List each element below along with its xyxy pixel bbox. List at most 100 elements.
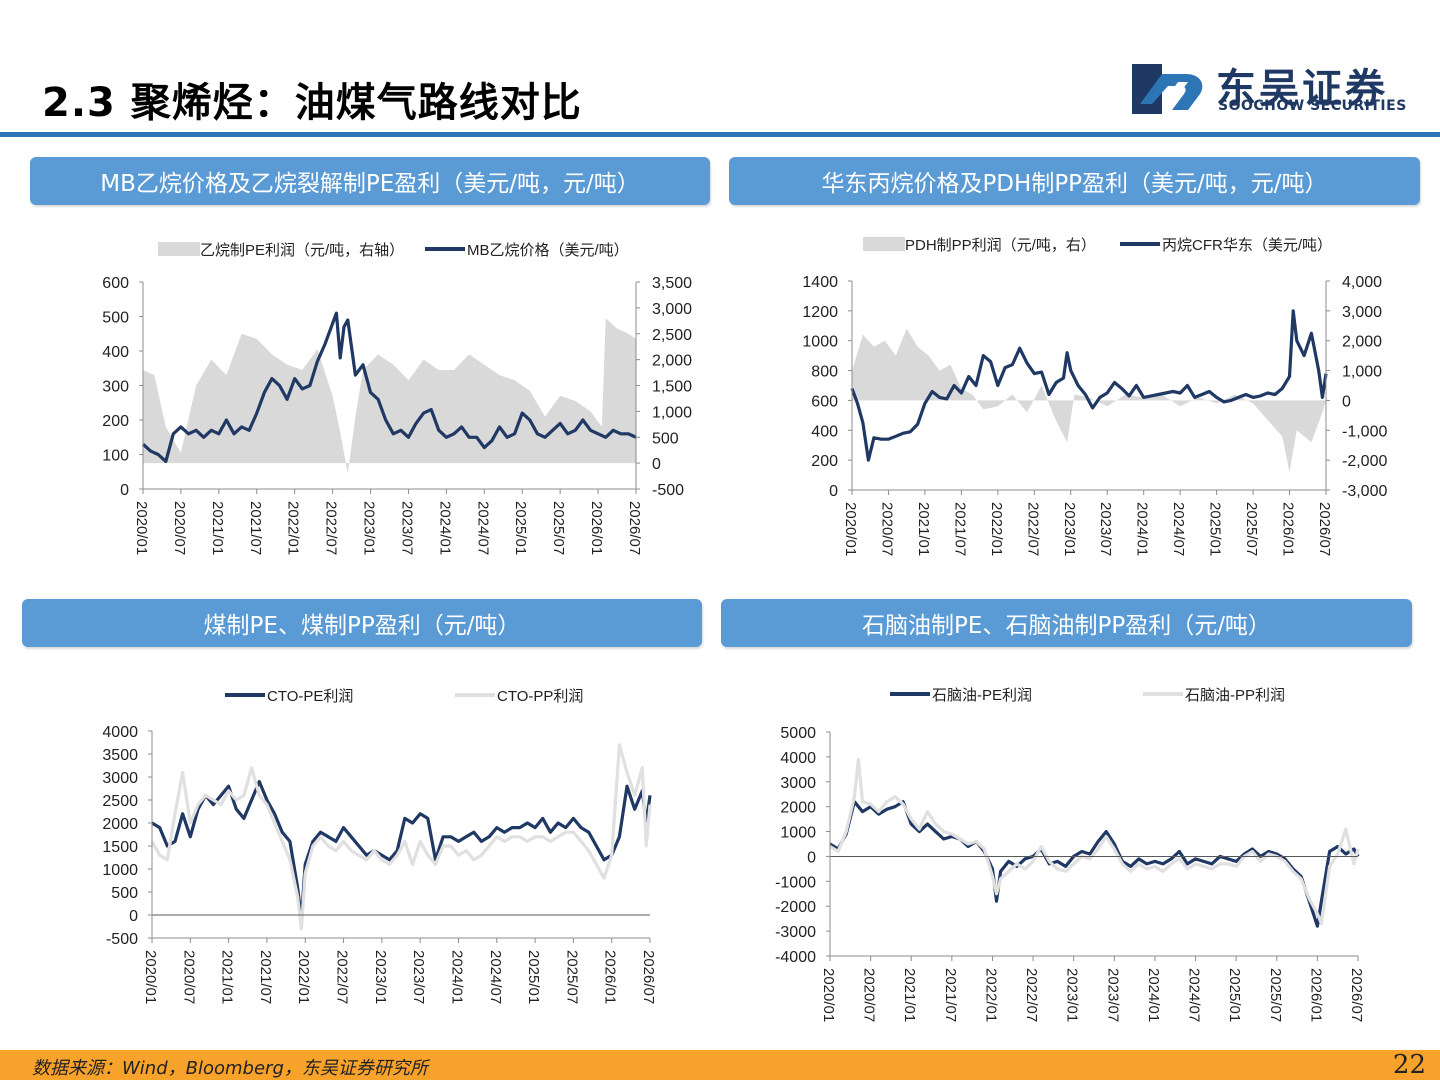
series-line-0	[829, 800, 1360, 928]
x-tick-label: 2025/01	[1207, 502, 1224, 556]
y-tick-label: 1000	[780, 825, 816, 842]
y2-tick-label: 2,000	[1342, 334, 1382, 351]
x-tick-label: 2023/07	[1097, 502, 1114, 556]
y-tick-label: 400	[811, 423, 838, 440]
y-tick-label: -500	[106, 931, 138, 948]
x-tick-label: 2022/01	[295, 950, 312, 1004]
legend-label: 石脑油-PP利润	[1185, 687, 1285, 704]
y-tick-label: 800	[811, 364, 838, 381]
x-tick-label: 2022/07	[1024, 502, 1041, 556]
series-line-1	[141, 311, 637, 463]
legend-label: PDH制PP利润（元/吨，右）	[905, 237, 1096, 254]
y-tick-label: 1500	[102, 839, 138, 856]
y-tick-label: 1000	[802, 334, 838, 351]
x-tick-label: 2025/07	[563, 950, 580, 1004]
y2-tick-label: 4,000	[1342, 274, 1382, 291]
x-tick-label: 2026/01	[1280, 502, 1297, 556]
y2-tick-label: 1,000	[1342, 364, 1382, 381]
y-tick-label: 3500	[102, 747, 138, 764]
x-tick-label: 2022/01	[285, 501, 302, 555]
y2-tick-label: 1,000	[652, 404, 692, 421]
x-tick-label: 2020/07	[861, 968, 878, 1022]
y-tick-label: 600	[811, 393, 838, 410]
y-tick-label: 1400	[802, 274, 838, 291]
x-tick-label: 2020/07	[171, 501, 188, 555]
x-tick-label: 2026/07	[1316, 502, 1333, 556]
y-tick-label: 300	[102, 379, 129, 396]
x-tick-label: 2020/07	[180, 950, 197, 1004]
y2-tick-label: 0	[1342, 393, 1351, 410]
x-tick-label: 2021/07	[257, 950, 274, 1004]
y2-tick-label: -1,000	[1342, 423, 1387, 440]
legend-label: CTO-PP利润	[497, 688, 583, 705]
x-tick-label: 2023/07	[410, 950, 427, 1004]
footer-source: 数据来源：Wind，Bloomberg，东吴证券研究所	[32, 1058, 428, 1079]
y-tick-label: 2000	[102, 816, 138, 833]
y-tick-label: 0	[129, 908, 138, 925]
x-tick-label: 2025/07	[1267, 968, 1284, 1022]
x-tick-label: 2020/01	[820, 968, 837, 1022]
y-tick-label: 0	[120, 482, 129, 499]
x-tick-label: 2022/07	[1023, 968, 1040, 1022]
x-tick-label: 2025/01	[525, 950, 542, 1004]
y-tick-label: 1000	[102, 862, 138, 879]
legend-label: MB乙烷价格（美元/吨）	[467, 242, 629, 259]
y2-tick-label: 0	[652, 456, 661, 473]
y2-tick-label: 3,500	[652, 275, 692, 292]
x-tick-label: 2021/01	[901, 968, 918, 1022]
y-tick-label: -2000	[775, 899, 816, 916]
panel-header-naphtha: 石脑油制PE、石脑油制PP盈利（元/吨）	[721, 599, 1412, 647]
x-tick-label: 2026/01	[602, 950, 619, 1004]
x-tick-label: 2024/01	[1145, 968, 1162, 1022]
y-tick-label: 200	[102, 413, 129, 430]
x-tick-label: 2023/01	[1061, 502, 1078, 556]
title-rule	[0, 132, 1440, 137]
x-tick-label: 2025/01	[512, 501, 529, 555]
y-tick-label: 3000	[780, 775, 816, 792]
y-tick-label: 1200	[802, 304, 838, 321]
series-area-0	[143, 318, 636, 474]
y-tick-label: 2000	[780, 800, 816, 817]
x-tick-label: 2025/01	[1226, 968, 1243, 1022]
y-tick-label: -1000	[775, 874, 816, 891]
company-logo: 东吴证券 SOOCHOW SECURITIES	[1132, 56, 1422, 122]
y2-tick-label: -500	[652, 482, 684, 499]
x-tick-label: 2021/01	[219, 950, 236, 1004]
x-tick-label: 2026/07	[1348, 968, 1365, 1022]
y2-tick-label: 1,500	[652, 379, 692, 396]
page-number: 22	[1392, 1050, 1426, 1080]
y-tick-label: 500	[111, 885, 138, 902]
chart-naphtha-pe-pp: -4000 -3000 -2000 -1000 0 1000 2000 3000 4000 500…	[775, 687, 1365, 1022]
y-tick-label: 100	[102, 448, 129, 465]
legend-label: 丙烷CFR华东（美元/吨）	[1162, 237, 1332, 254]
y-tick-label: -3000	[775, 924, 816, 941]
panel-header-ethane: MB乙烷价格及乙烷裂解制PE盈利（美元/吨，元/吨）	[30, 157, 710, 205]
series-line-1	[850, 309, 1328, 462]
y2-tick-label: -3,000	[1342, 483, 1387, 500]
x-tick-label: 2024/07	[1170, 502, 1187, 556]
x-tick-label: 2020/01	[142, 950, 159, 1004]
panel-header-coal: 煤制PE、煤制PP盈利（元/吨）	[22, 599, 702, 647]
x-tick-label: 2022/01	[982, 968, 999, 1022]
y-tick-label: 4000	[780, 750, 816, 767]
x-tick-label: 2023/01	[372, 950, 389, 1004]
y-tick-label: 400	[102, 344, 129, 361]
x-tick-label: 2026/07	[626, 501, 643, 555]
y2-tick-label: 500	[652, 430, 679, 447]
footer-bar: 数据来源：Wind，Bloomberg，东吴证券研究所 22	[0, 1050, 1440, 1080]
x-tick-label: 2024/01	[436, 501, 453, 555]
legend-swatch	[158, 242, 200, 256]
legend-label: 石脑油-PE利润	[932, 687, 1032, 704]
y-tick-label: -4000	[775, 949, 816, 966]
x-tick-label: 2025/07	[550, 501, 567, 555]
logo-chinese-name: 东吴证券	[1216, 66, 1388, 112]
x-tick-label: 2021/07	[247, 501, 264, 555]
y2-tick-label: 2,000	[652, 353, 692, 370]
x-tick-label: 2021/07	[951, 502, 968, 556]
x-tick-label: 2023/01	[361, 501, 378, 555]
x-tick-label: 2022/01	[988, 502, 1005, 556]
x-tick-label: 2024/01	[448, 950, 465, 1004]
chart-propane-pp: 0 200 400 600 800 1000 1200 1400 -3,000 -2,000 -1,…	[802, 237, 1387, 556]
x-tick-label: 2023/01	[1064, 968, 1081, 1022]
y2-tick-label: 3,000	[652, 301, 692, 318]
